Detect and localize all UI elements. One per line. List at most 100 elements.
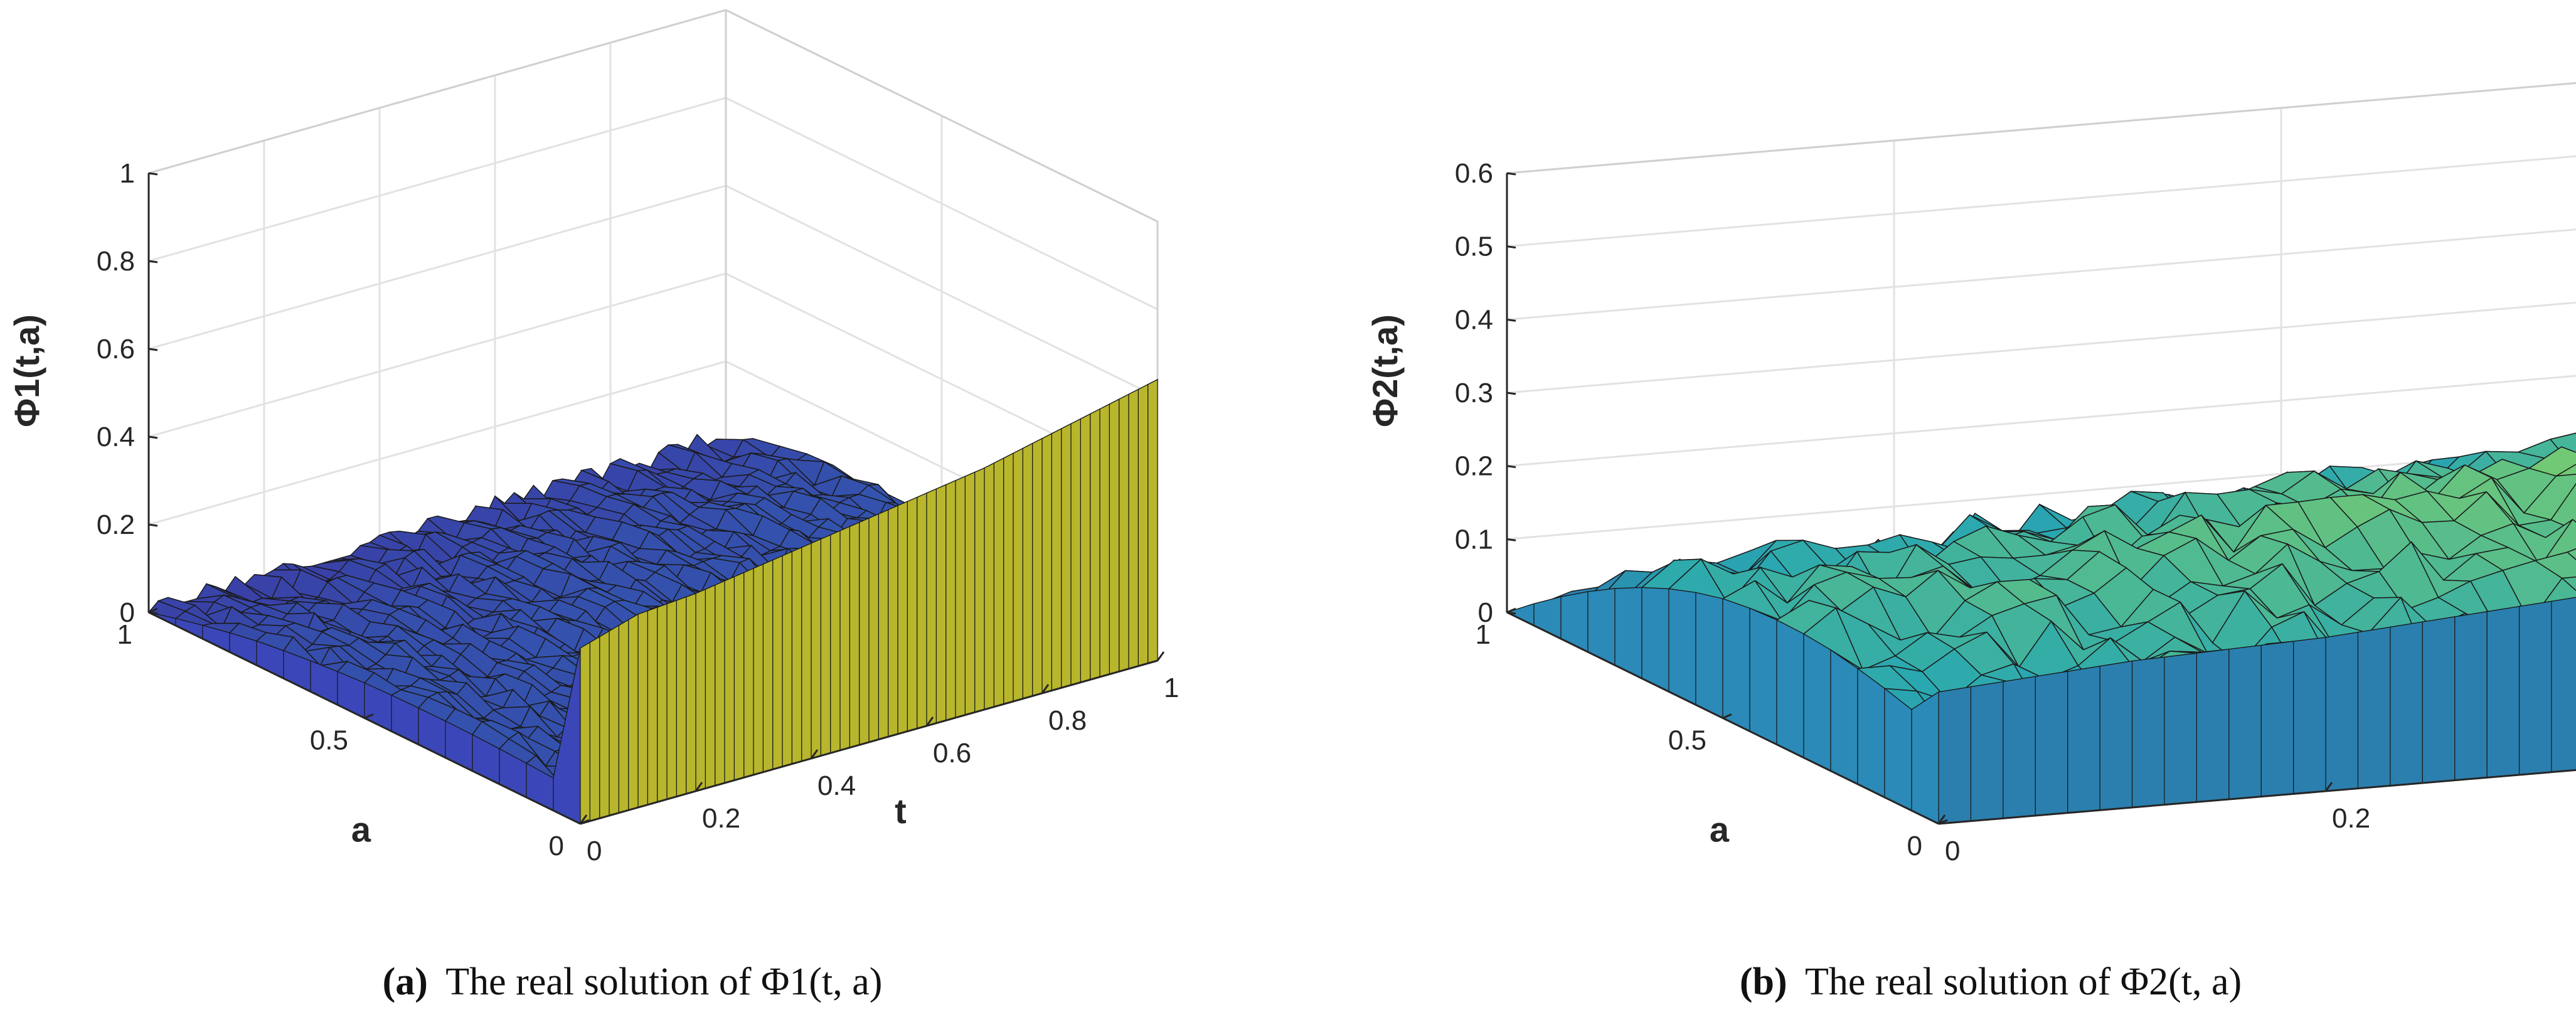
front-wall-strip [1003, 452, 1014, 705]
front-wall-strip [1128, 388, 1139, 669]
front-wall-strip [993, 457, 1004, 708]
front-wall-strip [753, 563, 764, 775]
front-wall-strip [2067, 666, 2100, 814]
front-wall-strip [820, 534, 831, 757]
front-wall-strip [657, 603, 668, 803]
z-tick-label: 0.4 [1455, 304, 1493, 335]
z-tick-label: 0.4 [97, 422, 135, 452]
left-wall-strip [1803, 633, 1831, 772]
front-wall-strip [2003, 676, 2036, 819]
t-tick-label: 0.4 [817, 770, 856, 801]
front-wall-strip [888, 505, 898, 738]
front-wall-strip [878, 509, 889, 740]
t-tick-label: 0 [587, 836, 602, 866]
axes: 00.10.20.30.40.50.600.20.40.60.8100.51ta… [1365, 158, 2576, 866]
z-tick-label: 0.2 [97, 509, 135, 540]
front-wall-strip [1051, 428, 1062, 691]
t-tick-label: 0.8 [1048, 705, 1087, 736]
axes: 00.20.40.60.8100.20.40.60.8100.51taΦ1(t,… [7, 158, 1179, 866]
a-tick-label: 0.5 [310, 725, 348, 756]
left-wall-strip [1722, 598, 1750, 732]
front-wall-strip [2228, 644, 2262, 800]
front-wall-strip [868, 513, 879, 743]
front-wall-strip [1032, 438, 1043, 697]
front-wall-strip [580, 641, 590, 824]
front-wall-strip [724, 576, 735, 784]
a-tick-label: 1 [1476, 619, 1491, 650]
left-wall-strip [1560, 591, 1589, 653]
left-wall-strip [1614, 587, 1642, 679]
front-wall-strip [2099, 660, 2133, 811]
z-grid-line [1506, 155, 2576, 248]
a-tick-mark [1506, 607, 1516, 614]
left-wall-strip [1830, 649, 1858, 785]
front-wall-strip [849, 521, 860, 748]
t-tick-mark [1041, 684, 1050, 694]
front-wall-strip [945, 480, 956, 722]
front-wall-strip [2260, 641, 2294, 797]
front-wall-strip [1013, 447, 1023, 702]
z-axis-label: Φ2(t,a) [1365, 314, 1405, 427]
front-wall-strip [2196, 649, 2230, 802]
front-wall-strip [733, 572, 745, 781]
a-tick-mark [1722, 713, 1732, 719]
front-wall-strip [666, 600, 677, 800]
z-tick-label: 0 [1478, 597, 1493, 628]
front-wall-strip [907, 496, 918, 732]
t-tick-label: 1 [1164, 673, 1179, 703]
front-wall-strip [791, 546, 802, 765]
caption-a-text: The real solution of Φ1(t, a) [445, 961, 882, 1003]
front-wall-strip [762, 559, 774, 773]
front-wall-strip [926, 488, 937, 727]
a-tick-mark [148, 607, 158, 614]
front-wall-strip [984, 462, 994, 710]
t-tick-mark [925, 716, 934, 727]
front-wall-strip [964, 471, 976, 716]
z-tick-label: 0 [120, 597, 135, 628]
front-wall-strip [1090, 408, 1100, 681]
caption-b-text: The real solution of Φ2(t, a) [1805, 961, 2242, 1003]
front-wall-strip [1099, 403, 1110, 678]
front-wall-strip [1061, 423, 1072, 689]
caption-a-tag: (a) [383, 961, 428, 1003]
t-tick-mark [695, 782, 703, 792]
front-wall-strip [772, 555, 783, 770]
front-wall-strip [955, 476, 966, 718]
z-tick-mark [1506, 172, 1516, 176]
front-wall-strip [1119, 393, 1129, 673]
z-tick-label: 0.8 [97, 246, 135, 277]
front-wall-strip [2292, 637, 2326, 794]
z-grid-line [1506, 228, 2576, 321]
z-tick-mark [148, 348, 158, 351]
panel-a-surface-plot: 00.20.40.60.8100.20.40.60.8100.51taΦ1(t,… [7, 9, 1179, 866]
caption-b-tag: (b) [1740, 961, 1787, 1003]
z-grid-line [148, 9, 1158, 223]
t-axis-label: t [895, 791, 907, 831]
z-grid-line [1506, 82, 2576, 174]
z-tick-mark [148, 260, 158, 264]
front-wall-strip [1080, 413, 1091, 683]
front-wall-strip [1070, 418, 1081, 686]
front-wall-strip [705, 584, 716, 789]
front-wall-strip [2390, 621, 2423, 786]
front-wall-strip [609, 624, 619, 816]
z-tick-label: 0.6 [1455, 158, 1493, 189]
a-tick-mark [364, 713, 374, 719]
left-wall-strip [1911, 691, 1939, 824]
left-wall-strip [1668, 588, 1696, 706]
front-wall-strip [1137, 383, 1149, 667]
surface-front-wall [148, 379, 1158, 824]
left-wall-strip [1695, 592, 1723, 719]
front-wall-strip [1970, 681, 2004, 822]
front-wall-strip [2551, 597, 2576, 773]
left-wall-strip [1884, 688, 1912, 811]
front-wall-strip [1041, 433, 1052, 694]
left-wall-strip [1857, 668, 1885, 798]
z-tick-label: 0.5 [1455, 232, 1493, 262]
front-wall-strip [2518, 600, 2552, 775]
front-wall-strip [743, 568, 754, 779]
z-tick-label: 0.6 [97, 334, 135, 365]
left-wall-strip [1641, 587, 1669, 693]
t-tick-label: 0.2 [2332, 803, 2370, 834]
